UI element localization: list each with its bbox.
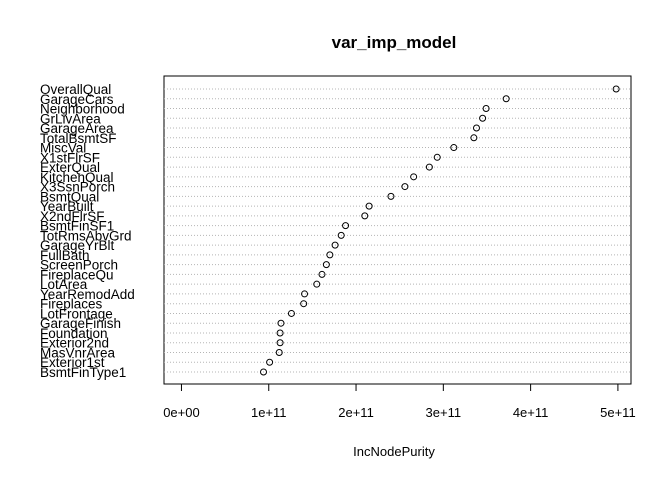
data-point	[275, 348, 283, 356]
x-tick-label: 4e+11	[513, 405, 549, 420]
variable-label: LotFrontage	[40, 306, 113, 321]
variable-label: BsmtQual	[40, 189, 99, 204]
data-point	[502, 95, 510, 103]
variable-label: X1stFlrSF	[40, 150, 100, 165]
data-point	[612, 85, 620, 93]
data-point	[337, 231, 345, 239]
variable-label: GrLivArea	[40, 111, 101, 126]
x-tick-label: 0e+00	[163, 405, 200, 420]
variable-label: TotRmsAbvGrd	[40, 228, 132, 243]
data-point	[266, 358, 274, 366]
data-point	[301, 290, 309, 298]
x-axis-label: IncNodePurity	[353, 444, 435, 459]
variable-label: Foundation	[40, 326, 108, 341]
data-point	[318, 270, 326, 278]
variable-label: GarageCars	[40, 92, 114, 107]
data-point	[276, 339, 284, 347]
variable-label: KitchenQual	[40, 170, 114, 185]
data-point	[361, 212, 369, 220]
chart-title: var_imp_model	[332, 33, 457, 52]
variable-label: FireplaceQu	[40, 267, 114, 282]
data-point	[470, 134, 478, 142]
variable-labels: OverallQualGarageCarsNeighborhoodGrLivAr…	[40, 82, 135, 380]
variable-label: GarageArea	[40, 121, 114, 136]
variable-label: Exterior1st	[40, 355, 105, 370]
variable-label: TotalBsmtSF	[40, 131, 117, 146]
variable-label: MasVnrArea	[40, 345, 116, 360]
variable-label: YearRemodAdd	[40, 287, 135, 302]
variable-label: GarageFinish	[40, 316, 121, 331]
data-point	[300, 300, 308, 308]
data-point	[425, 163, 433, 171]
data-point	[276, 329, 284, 337]
data-point	[277, 319, 285, 327]
variable-label: ExterQual	[40, 160, 100, 175]
grid-lines	[164, 88, 631, 373]
data-point	[322, 261, 330, 269]
data-point	[387, 192, 395, 200]
x-tick-label: 2e+11	[338, 405, 374, 420]
variable-label: MiscVal	[40, 141, 86, 156]
variable-label: BsmtFinSF1	[40, 219, 114, 234]
data-point	[433, 153, 441, 161]
data-point	[482, 105, 490, 113]
data-point	[472, 124, 480, 132]
variable-label: YearBuilt	[40, 199, 94, 214]
variable-label: LotArea	[40, 277, 88, 292]
x-tick-label: 3e+11	[426, 405, 462, 420]
data-point	[331, 241, 339, 249]
data-point	[365, 202, 373, 210]
data-point	[260, 368, 268, 376]
data-points	[260, 85, 620, 376]
data-point	[326, 251, 334, 259]
variable-label: Exterior2nd	[40, 336, 109, 351]
variable-label: Fireplaces	[40, 297, 103, 312]
plot-box	[163, 75, 632, 385]
data-point	[450, 144, 458, 152]
variable-label: X2ndFlrSF	[40, 209, 105, 224]
variable-label: GarageYrBlt	[40, 238, 115, 253]
data-point	[401, 183, 409, 191]
x-tick-label: 5e+11	[600, 405, 636, 420]
data-point	[342, 222, 350, 230]
x-tick-label: 1e+11	[251, 405, 287, 420]
variable-label: BsmtFinType1	[40, 365, 126, 380]
variable-label: Neighborhood	[40, 102, 125, 117]
variable-label: OverallQual	[40, 82, 111, 97]
data-point	[410, 173, 418, 181]
data-point	[287, 309, 295, 317]
variable-label: ScreenPorch	[40, 258, 118, 273]
data-point	[479, 114, 487, 122]
variable-label: X3SsnPorch	[40, 180, 115, 195]
variable-label: FullBath	[40, 248, 90, 263]
x-axis: 0e+00 1e+11 2e+11 3e+11 4e+11 5e+11	[163, 383, 636, 420]
data-point	[313, 280, 321, 288]
